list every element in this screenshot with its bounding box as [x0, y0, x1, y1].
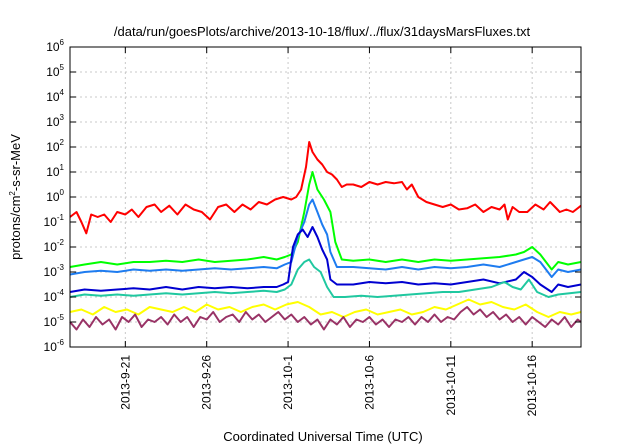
y-tick-label: 10-6	[44, 338, 65, 354]
y-tick-label: 103	[46, 113, 64, 129]
series-line-4	[69, 226, 582, 293]
y-tick-label: 10-4	[44, 288, 65, 304]
y-axis-label-rest: -s-sr-MeV	[8, 134, 23, 191]
y-tick-label: 105	[46, 63, 64, 79]
y-tick-exponent: 2	[60, 138, 65, 147]
y-tick-exponent: 6	[60, 38, 65, 47]
y-tick-base: 10	[46, 65, 60, 79]
grid-lines	[70, 47, 581, 347]
series-layer	[69, 141, 582, 331]
y-axis-label: protons/cm2-s-sr-MeV	[8, 134, 23, 260]
y-tick-exponent: -4	[57, 288, 65, 297]
y-tick-base: 10	[46, 90, 60, 104]
y-tick-label: 106	[46, 38, 64, 54]
y-tick-exponent: 0	[60, 188, 65, 197]
x-axis-ticks: 2013-9-21 2013-9-26 2013-10-1 2013-10-6 2013…	[118, 47, 539, 416]
series-line-1	[69, 141, 582, 235]
y-axis-label-sup: 2	[8, 191, 17, 196]
y-axis-ticks: 10-610-510-410-310-210-11001011021031041…	[44, 38, 581, 354]
series-line-6	[69, 298, 582, 318]
y-tick-exponent: -6	[57, 338, 65, 347]
y-tick-base: 10	[44, 290, 58, 304]
y-tick-exponent: -1	[57, 213, 65, 222]
chart-title: /data/run/goesPlots/archive/2013-10-18/f…	[114, 24, 531, 39]
y-tick-base: 10	[44, 240, 58, 254]
x-tick-label: 2013-9-21	[118, 355, 132, 410]
series-line-5	[69, 258, 582, 298]
y-tick-exponent: 4	[60, 88, 65, 97]
y-tick-base: 10	[44, 315, 58, 329]
y-tick-label: 10-3	[44, 263, 65, 279]
y-tick-label: 101	[46, 163, 64, 179]
y-tick-label: 100	[46, 188, 64, 204]
y-tick-label: 10-1	[44, 213, 65, 229]
y-tick-exponent: -2	[57, 238, 65, 247]
y-tick-exponent: 1	[60, 163, 65, 172]
y-tick-label: 10-5	[44, 313, 65, 329]
y-tick-exponent: -5	[57, 313, 65, 322]
y-tick-label: 104	[46, 88, 64, 104]
y-tick-label: 10-2	[44, 238, 65, 254]
x-tick-label: 2013-10-1	[281, 355, 295, 410]
y-tick-base: 10	[46, 115, 60, 129]
y-tick-label: 102	[46, 138, 64, 154]
x-tick-label: 2013-10-16	[525, 355, 539, 417]
y-tick-exponent: 5	[60, 63, 65, 72]
y-tick-base: 10	[44, 340, 58, 354]
y-tick-base: 10	[46, 165, 60, 179]
series-line-3	[69, 198, 582, 278]
y-tick-base: 10	[46, 190, 60, 204]
series-line-2	[69, 171, 582, 271]
y-tick-exponent: -3	[57, 263, 65, 272]
y-tick-base: 10	[46, 140, 60, 154]
y-tick-base: 10	[46, 40, 60, 54]
y-axis-label-main: protons/cm	[8, 196, 23, 260]
x-tick-label: 2013-10-11	[444, 355, 458, 416]
y-tick-exponent: 3	[60, 113, 65, 122]
y-tick-base: 10	[44, 265, 58, 279]
x-tick-label: 2013-9-26	[200, 355, 214, 410]
series-line-7	[69, 306, 582, 331]
x-tick-label: 2013-10-6	[362, 355, 376, 410]
x-axis-label: Coordinated Universal Time (UTC)	[223, 429, 422, 444]
y-tick-base: 10	[44, 215, 58, 229]
